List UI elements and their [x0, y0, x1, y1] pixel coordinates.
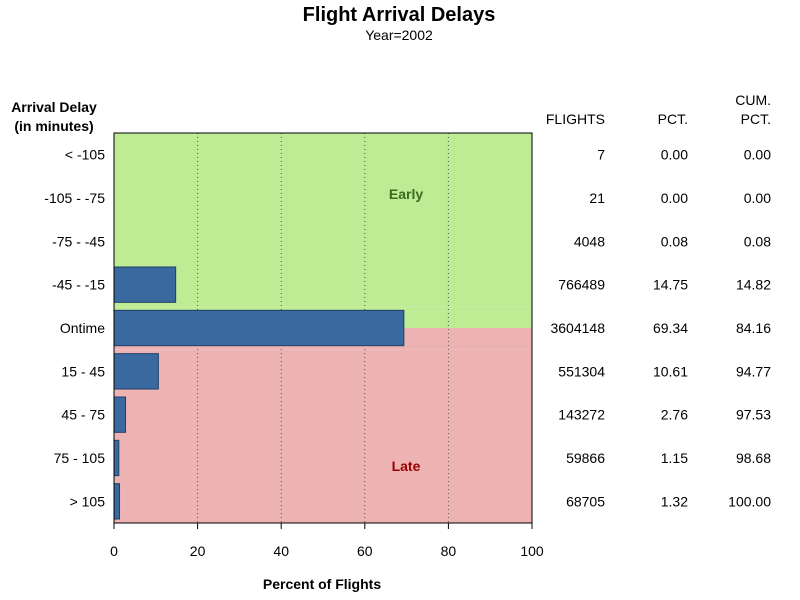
table-pct-cell: 0.00	[661, 147, 688, 163]
table-flights-cell: 766489	[558, 277, 605, 293]
category-label: Ontime	[60, 320, 105, 336]
table-pct-cell: 14.75	[653, 277, 688, 293]
x-tick-label: 100	[520, 543, 544, 559]
table-header-flights: FLIGHTS	[546, 111, 605, 127]
table-layer: 7 0.00 0.00 21 0.00 0.00 4048 0.08 0.08 766489 14.…	[550, 147, 771, 510]
table-pct-cell: 2.76	[661, 407, 688, 423]
zone-label-early: Early	[389, 186, 423, 202]
category-label: 15 - 45	[61, 363, 105, 379]
bar-7	[113, 439, 120, 477]
x-tick-label: 0	[110, 543, 118, 559]
category-label: 45 - 75	[61, 407, 105, 423]
x-tick-label: 40	[273, 543, 289, 559]
table-pct-cell: 69.34	[653, 320, 688, 336]
category-label: < -105	[65, 147, 105, 163]
x-tick-label: 60	[357, 543, 373, 559]
table-pct-cell: 1.32	[661, 493, 688, 509]
table-flights-cell: 551304	[558, 363, 605, 379]
category-label: -105 - -75	[44, 190, 105, 206]
category-label: 75 - 105	[54, 450, 106, 466]
table-pct-cell: 1.15	[661, 450, 688, 466]
bar-3	[113, 266, 177, 303]
y-axis-title-line1: Arrival Delay	[11, 99, 97, 115]
x-axis-layer: 0 20 40 60 80 100	[110, 523, 544, 559]
table-cum-cell: 97.53	[736, 407, 771, 423]
table-pct-cell: 0.08	[661, 233, 688, 249]
bar-4	[113, 309, 405, 347]
table-cum-cell: 14.82	[736, 277, 771, 293]
table-cum-cell: 84.16	[736, 320, 771, 336]
table-flights-cell: 3604148	[550, 320, 605, 336]
category-label: > 105	[70, 493, 106, 509]
bar-8	[113, 483, 121, 520]
chart-subtitle: Year=2002	[365, 27, 433, 43]
table-pct-cell: 10.61	[653, 363, 688, 379]
plot-frame	[113, 132, 533, 524]
category-label: -75 - -45	[52, 233, 105, 249]
zone-early-bg	[114, 133, 532, 307]
table-cum-cell: 0.08	[744, 233, 771, 249]
table-flights-cell: 4048	[574, 233, 605, 249]
table-flights-cell: 21	[589, 190, 605, 206]
table-cum-cell: 0.00	[744, 190, 771, 206]
zone-late-bg	[114, 349, 532, 523]
zone-labels-layer: Early Late	[389, 186, 423, 474]
y-axis-title-line2: (in minutes)	[14, 118, 93, 134]
category-labels-layer: < -105 -105 - -75 -75 - -45 -45 - -15 Ontime…	[44, 147, 105, 510]
table-cum-cell: 100.00	[728, 493, 771, 509]
table-pct-cell: 0.00	[661, 190, 688, 206]
grid-layer	[197, 133, 449, 523]
x-tick-label: 20	[190, 543, 206, 559]
table-header-pct: PCT.	[658, 111, 688, 127]
table-cum-cell: 0.00	[744, 147, 771, 163]
table-cum-cell: 94.77	[736, 363, 771, 379]
zone-label-late: Late	[392, 458, 421, 474]
table-flights-cell: 59866	[566, 450, 605, 466]
bar-6	[113, 396, 127, 433]
zones-layer	[114, 133, 532, 523]
chart-title: Flight Arrival Delays	[303, 4, 496, 26]
x-axis-title: Percent of Flights	[263, 576, 381, 592]
category-label: -45 - -15	[52, 277, 105, 293]
table-header-cum-line2: PCT.	[741, 111, 771, 127]
table-flights-cell: 143272	[558, 407, 605, 423]
table-header-cum-line1: CUM.	[735, 92, 771, 108]
table-cum-cell: 98.68	[736, 450, 771, 466]
table-flights-cell: 7	[597, 147, 605, 163]
x-tick-label: 80	[441, 543, 457, 559]
table-flights-cell: 68705	[566, 493, 605, 509]
bars-layer	[113, 266, 405, 520]
bar-5	[113, 353, 159, 390]
